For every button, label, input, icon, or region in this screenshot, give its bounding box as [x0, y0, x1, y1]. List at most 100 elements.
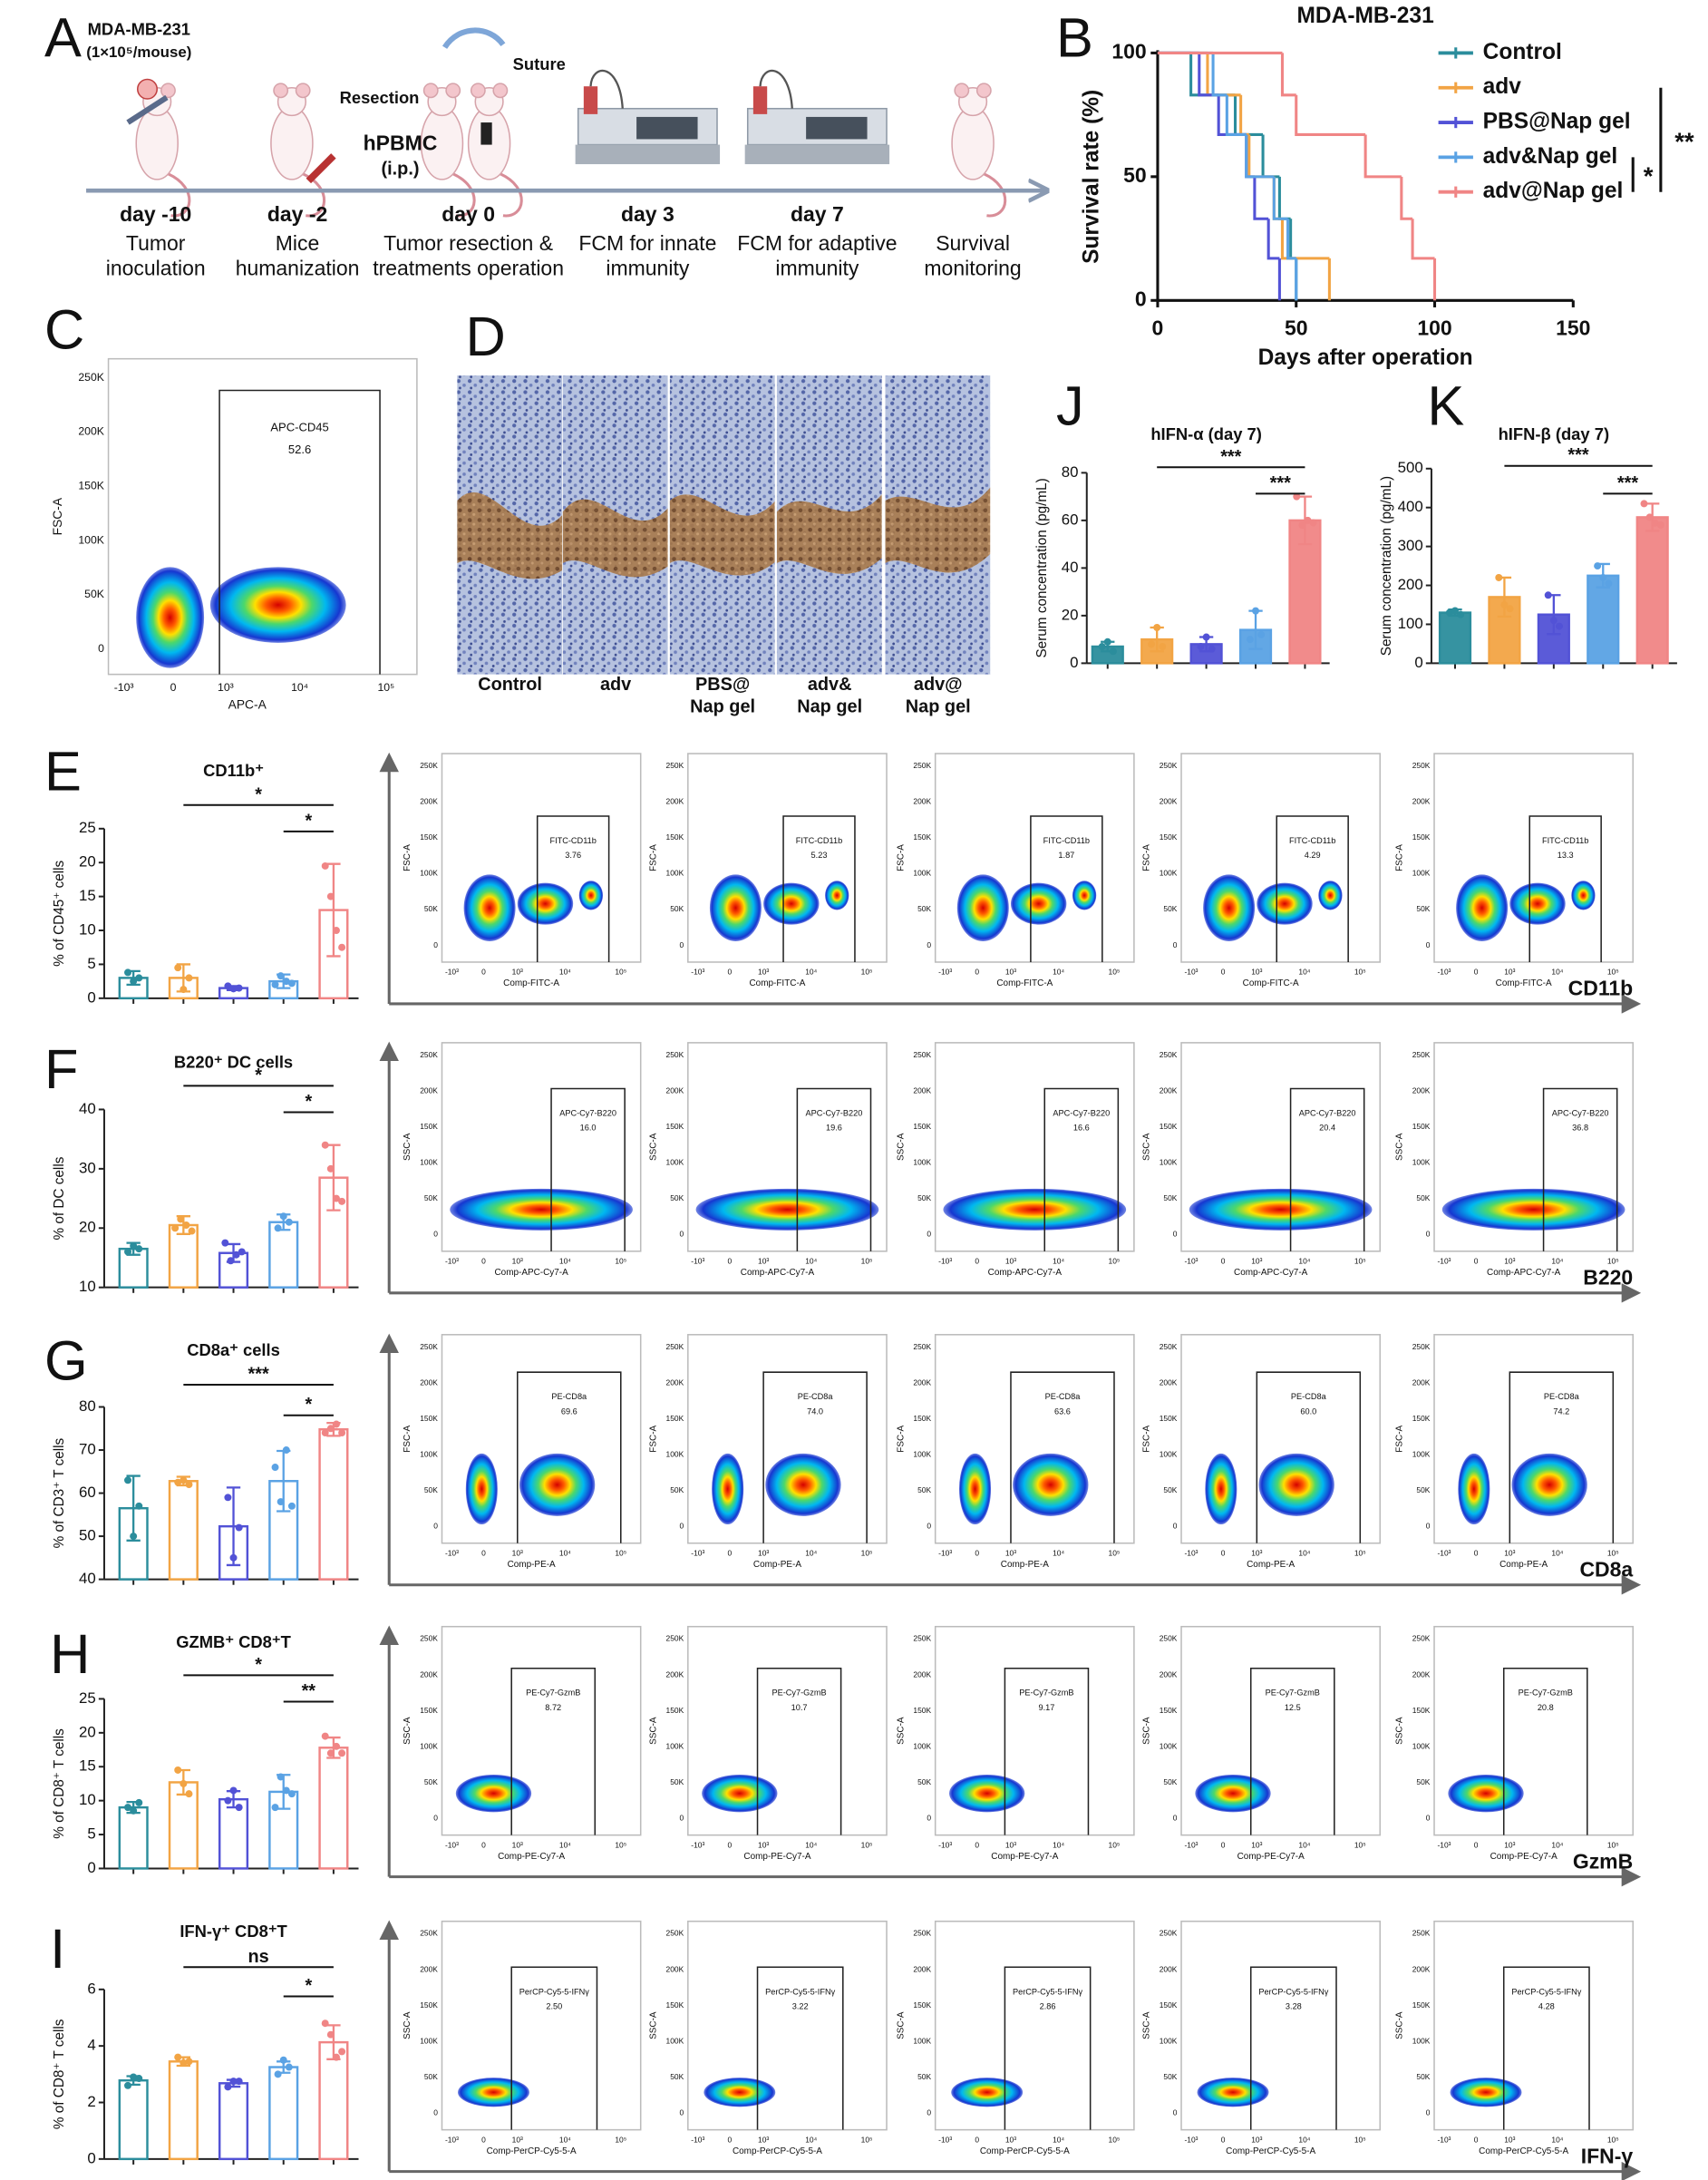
- flow-frame: [687, 1042, 888, 1252]
- survival-step: [1277, 176, 1291, 220]
- survival-step: [1363, 134, 1402, 179]
- data-point: [1197, 643, 1205, 650]
- flow-x-tick: -10³: [691, 968, 704, 977]
- data-point: [1451, 607, 1459, 615]
- data-point: [224, 1796, 232, 1805]
- bar: [268, 2066, 299, 2161]
- gate-name: FITC-CD11b: [1542, 836, 1588, 845]
- significance: ns: [248, 1947, 269, 1967]
- data-point: [229, 1553, 238, 1562]
- mouse-body: [951, 106, 995, 180]
- data-point: [1148, 640, 1156, 648]
- gate-name: FITC-CD11b: [796, 836, 842, 845]
- flow-frame: [441, 1920, 642, 2131]
- gate-name: APC-Cy7-B220: [1299, 1108, 1356, 1117]
- flow-frame: [1180, 1625, 1381, 1836]
- data-point: [1651, 519, 1659, 527]
- flow-x-tick: 0: [728, 1257, 733, 1266]
- flow-x-label: Comp-PE-A: [1001, 1560, 1049, 1570]
- flow-x-tick: -10³: [1184, 1257, 1198, 1266]
- flow-gate: [1509, 1371, 1615, 1543]
- hpbmc-label: hPBMC: [364, 131, 438, 155]
- resection-label: Resection: [340, 88, 420, 107]
- flow-y-tick: 250K: [1160, 1342, 1178, 1351]
- density-cloud: [702, 1774, 778, 1813]
- data-point: [321, 1141, 329, 1149]
- flow-y-tick: 0: [680, 1814, 684, 1823]
- flow-x-tick: 0: [1474, 2135, 1479, 2144]
- flow-x-tick: -10³: [114, 681, 134, 694]
- flow-x-tick: 0: [1221, 1840, 1226, 1849]
- step-description: immunity: [775, 257, 859, 280]
- flow-y-tick: 250K: [913, 1634, 931, 1643]
- gate-name: PE-CD8a: [798, 1392, 834, 1401]
- flow-y-tick: 200K: [1160, 1669, 1178, 1679]
- data-point: [321, 1732, 329, 1740]
- flow-x-tick: 10³: [758, 2135, 769, 2144]
- flow-x-tick: -10³: [445, 1257, 459, 1266]
- flow-x-tick: -10³: [1184, 2135, 1198, 2144]
- flow-gate: [510, 1667, 597, 1835]
- flow-x-tick: 10⁴: [1551, 1548, 1563, 1557]
- flow-x-tick: 10⁵: [1607, 1840, 1619, 1849]
- error-bar: [226, 1486, 241, 1567]
- data-point: [1544, 591, 1552, 599]
- data-point: [287, 979, 296, 988]
- ihc-label: PBS@: [695, 675, 750, 695]
- mouse-body: [135, 106, 179, 180]
- flow-x-tick: 10³: [1504, 1840, 1515, 1849]
- flow-x-tick: 10⁵: [861, 1548, 873, 1557]
- flow-y-tick: 50K: [424, 1485, 438, 1494]
- flow-y-label: SSC-A: [403, 2011, 412, 2039]
- flow-frame: [934, 753, 1135, 963]
- gate-name: FITC-CD11b: [1043, 836, 1090, 845]
- density-cloud: [765, 1453, 841, 1516]
- flow-y-tick: 200K: [666, 797, 684, 806]
- data-point: [282, 1786, 290, 1795]
- flow-y-tick: 150K: [1160, 1706, 1178, 1715]
- flow-y-tick: 0: [1426, 1230, 1431, 1239]
- data-point: [1605, 579, 1613, 588]
- flow-x-tick: -10³: [1437, 2135, 1451, 2144]
- density-cloud: [463, 874, 516, 941]
- data-point: [224, 1494, 232, 1502]
- ihc-label: Nap gel: [690, 697, 755, 717]
- flow-y-tick: 150K: [420, 832, 438, 842]
- panel-label: B: [1056, 5, 1093, 68]
- y-tick-label: 60: [79, 1484, 96, 1501]
- survival-step: [1295, 94, 1366, 136]
- marker-label: B220: [1583, 1266, 1633, 1290]
- flow-y-tick: 150K: [420, 2000, 438, 2010]
- density-cloud: [704, 2078, 776, 2107]
- cytometer-panel: [636, 116, 698, 140]
- flow-y-tick: 150K: [1412, 1414, 1431, 1423]
- mouse-ear: [445, 83, 461, 99]
- significance: **: [1674, 127, 1694, 155]
- flow-y-tick: 0: [1173, 1814, 1178, 1823]
- flow-y-tick: 150K: [666, 832, 684, 842]
- data-point: [285, 2063, 293, 2071]
- flow-x-tick: 10⁵: [1607, 968, 1619, 977]
- y-axis-label: % of CD3⁺ T cells: [52, 1437, 67, 1548]
- marker-label: CD8a: [1579, 1557, 1633, 1581]
- density-cloud: [578, 881, 604, 910]
- ihc-label: adv@: [914, 675, 963, 695]
- density-cloud: [695, 1188, 879, 1231]
- data-point: [338, 2048, 346, 2056]
- flow-x-tick: 10⁵: [1354, 2135, 1366, 2144]
- bar: [1587, 574, 1620, 665]
- flow-gate: [756, 1966, 844, 2130]
- flow-y-tick: 100K: [78, 533, 104, 546]
- survival-step: [1211, 53, 1228, 97]
- data-point: [1309, 519, 1317, 527]
- flow-x-label: Comp-PE-A: [1499, 1560, 1548, 1570]
- flow-y-tick: 100K: [420, 2036, 438, 2045]
- significance: ***: [1617, 473, 1638, 493]
- flow-frame: [687, 753, 888, 963]
- flow-y-tick: 0: [1173, 1522, 1178, 1531]
- ihc-stain: [457, 492, 563, 579]
- data-point: [174, 1766, 182, 1774]
- flow-y-label: SSC-A: [403, 1717, 412, 1745]
- significance: *: [255, 1655, 262, 1675]
